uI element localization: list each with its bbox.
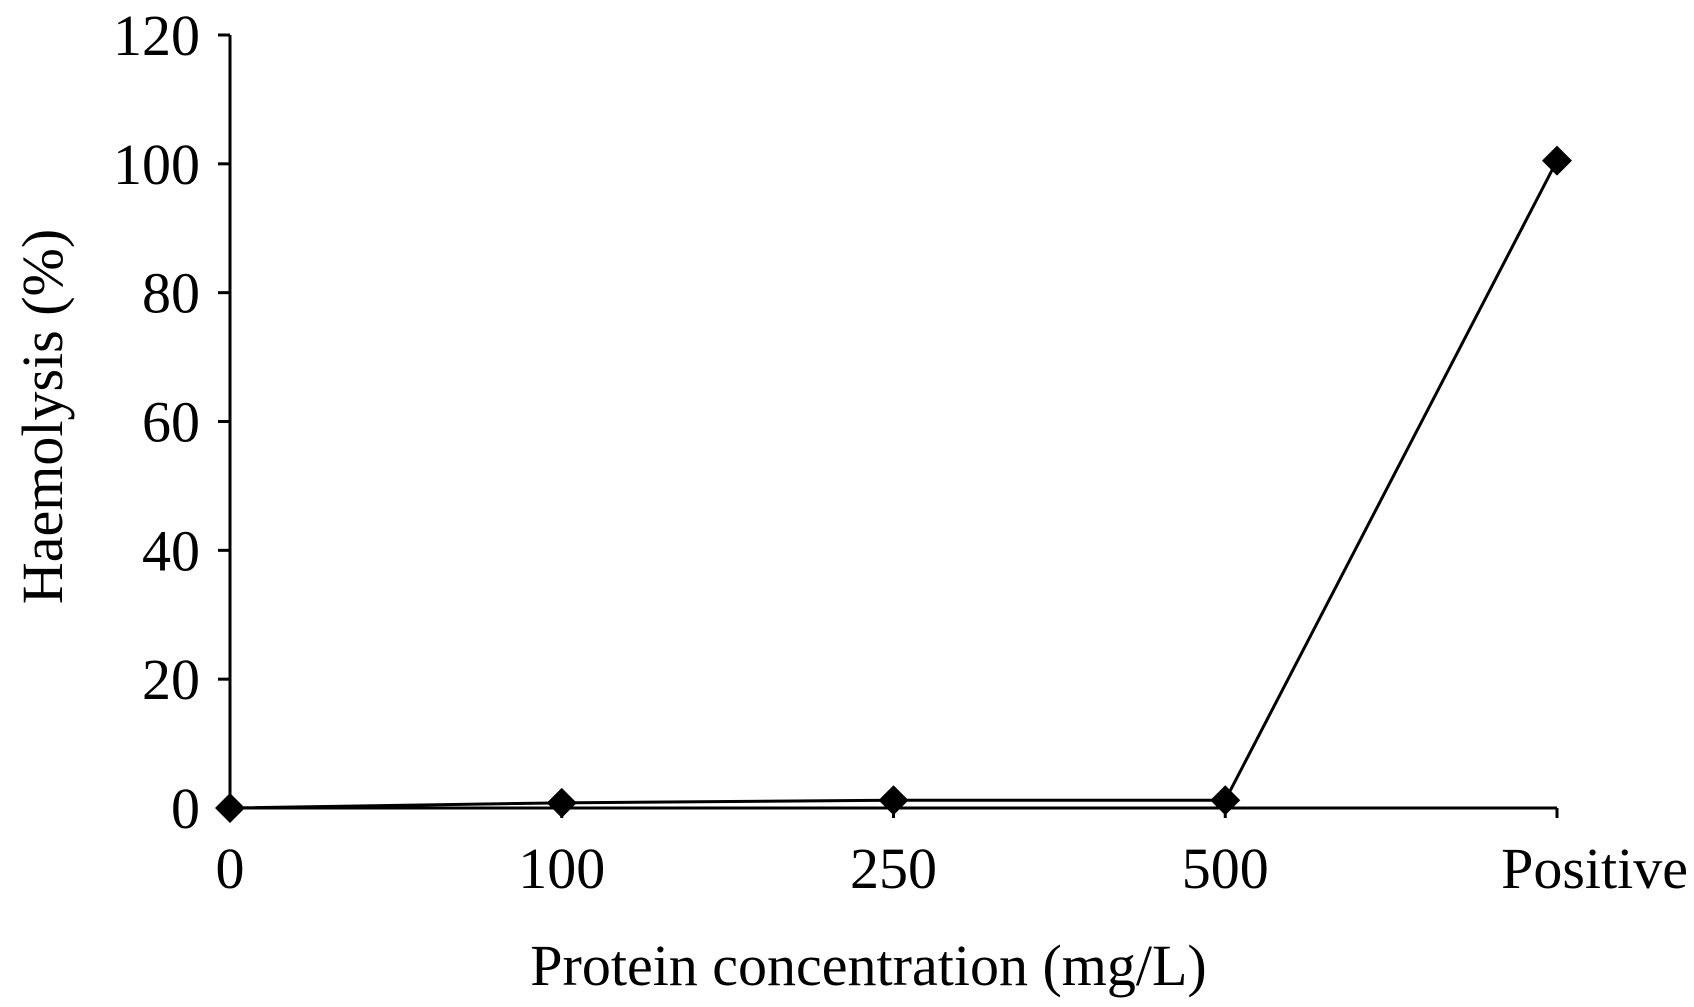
x-tick-label: Positive <box>1501 836 1688 901</box>
x-tick-label: 100 <box>518 836 605 901</box>
data-point-marker <box>215 793 245 823</box>
y-axis-ticks: 0 20 40 60 80 100 120 <box>113 3 230 841</box>
data-point-marker <box>1210 785 1241 816</box>
x-tick-label: 250 <box>850 836 937 901</box>
data-point-marker <box>1542 145 1572 176</box>
x-axis-ticks: 0 100 250 500 Positive <box>216 808 1688 901</box>
y-tick-label: 120 <box>113 3 200 68</box>
x-tick-label: 0 <box>216 836 245 901</box>
y-tick-label: 20 <box>142 647 200 712</box>
y-tick-label: 40 <box>142 518 200 583</box>
series-line <box>229 159 1559 810</box>
y-tick-label: 0 <box>171 776 200 841</box>
x-axis-title: Protein concentration (mg/L) <box>530 933 1206 998</box>
y-tick-label: 80 <box>142 261 200 326</box>
y-tick-label: 100 <box>113 132 200 197</box>
y-axis-title: Haemolysis (%) <box>10 229 75 604</box>
data-point-marker <box>878 785 909 816</box>
data-point-marker <box>546 787 577 818</box>
x-tick-label: 500 <box>1182 836 1269 901</box>
series-layer <box>215 145 1572 823</box>
y-tick-label: 60 <box>142 390 200 455</box>
